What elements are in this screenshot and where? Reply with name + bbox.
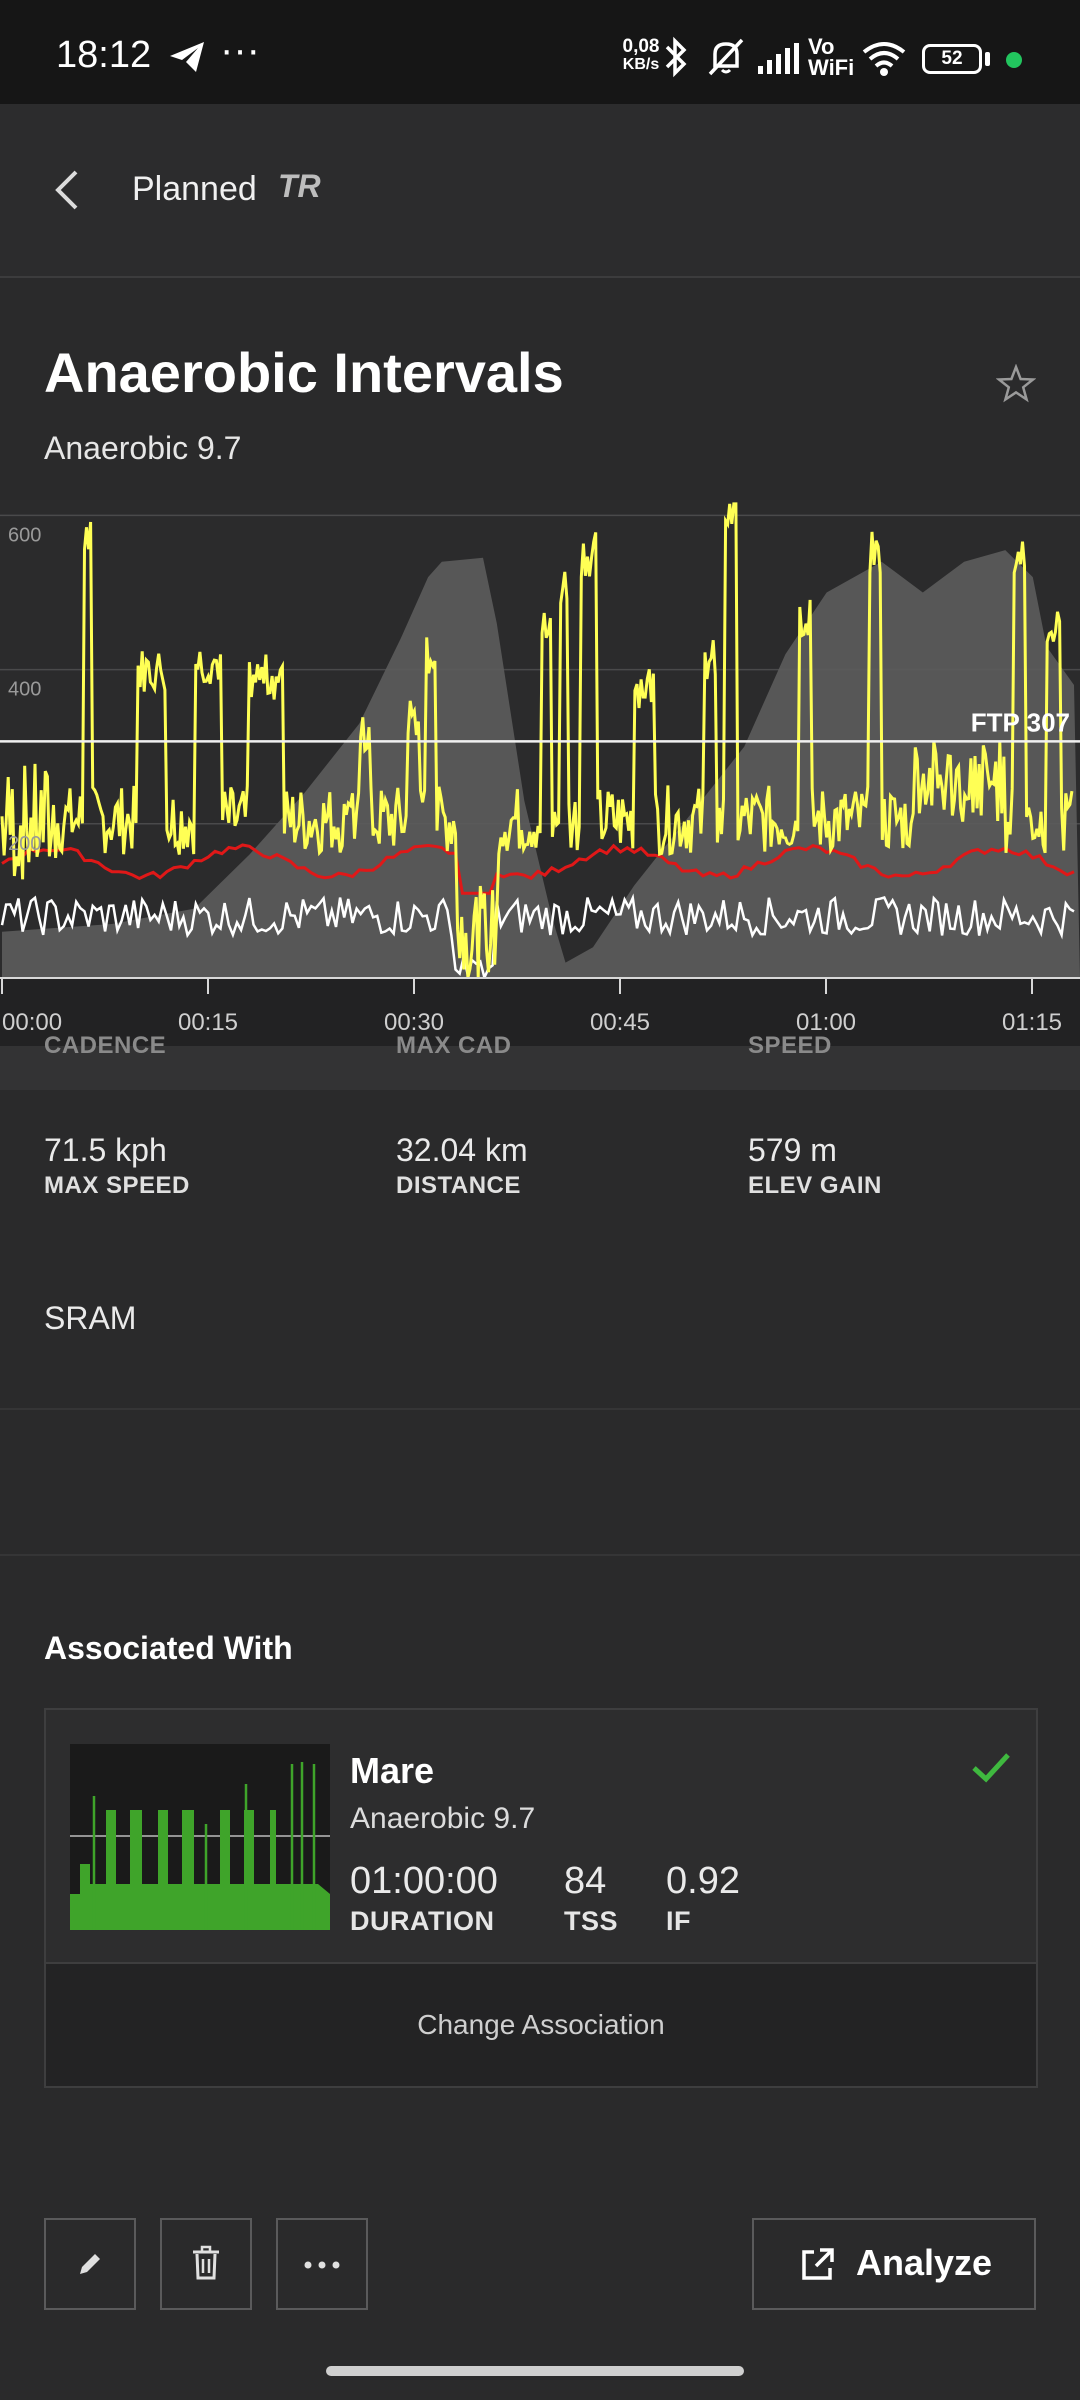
cadence-label: CADENCE — [44, 1032, 167, 1059]
bluetooth-icon — [665, 36, 687, 78]
page-title: Planned — [132, 170, 257, 208]
wifi-icon — [862, 42, 906, 76]
stats-cutoff-row: CADENCE MAX CAD SPEED — [0, 1032, 1080, 1090]
home-indicator[interactable] — [326, 2366, 744, 2376]
mute-bell-icon — [708, 38, 744, 76]
edit-button[interactable] — [44, 2218, 136, 2310]
duration-label: DURATION — [350, 1906, 495, 1936]
checkmark-icon — [972, 1753, 1010, 1783]
x-tick-label: 01:00 — [796, 1009, 856, 1036]
privacy-dot — [1006, 52, 1022, 68]
y-tick-label: 600 — [8, 524, 41, 546]
delete-button[interactable] — [160, 2218, 252, 2310]
battery-tip — [985, 52, 990, 66]
trash-icon — [193, 2245, 219, 2280]
more-icon — [304, 2261, 340, 2269]
heart-rate-line — [1, 843, 1075, 895]
tss-label: TSS — [564, 1906, 619, 1936]
y-tick-label: 400 — [8, 679, 41, 701]
max-speed-label: MAX SPEED — [44, 1172, 190, 1199]
max-speed-value: 71.5 kph — [44, 1132, 167, 1168]
battery-icon: 52 — [922, 44, 982, 74]
ftp-label: FTP 307 — [971, 707, 1070, 737]
app-header: Planned TR — [0, 104, 1080, 278]
speed-label: SPEED — [748, 1032, 832, 1059]
x-tick-label: 01:15 — [1002, 1009, 1062, 1036]
elev-gain-label: ELEV GAIN — [748, 1172, 882, 1199]
change-association-button[interactable]: Change Association — [46, 1962, 1036, 2086]
x-tick-label: 00:45 — [590, 1009, 650, 1036]
distance-value: 32.04 km — [396, 1132, 528, 1168]
status-bar: 18:12 ··· 0,08 KB/s Vo WiFi 52 — [0, 0, 1080, 104]
power-line — [0, 502, 1074, 979]
telegram-icon — [170, 42, 204, 72]
network-speed: 0,08 KB/s — [622, 36, 660, 73]
pencil-icon — [80, 2254, 100, 2274]
x-tick-label: 00:00 — [2, 1009, 62, 1036]
tss-value: 84 — [564, 1860, 607, 1902]
max-cadence-label: MAX CAD — [396, 1032, 512, 1059]
x-tick-label: 00:15 — [178, 1009, 238, 1036]
workout-subtitle: Anaerobic 9.7 — [44, 430, 242, 466]
workout-chart[interactable]: FTP 307 600 400 200 00:00 00:15 00:30 00:45 01… — [0, 500, 1080, 1046]
analyze-label: Analyze — [856, 2242, 993, 2283]
more-options-button[interactable] — [276, 2218, 368, 2310]
star-icon[interactable] — [996, 364, 1036, 404]
association-name: Mare — [350, 1750, 435, 1791]
change-association-label: Change Association — [417, 2009, 665, 2040]
y-tick-label: 200 — [8, 833, 41, 855]
clock: 18:12 — [56, 34, 152, 76]
if-label: IF — [666, 1906, 691, 1936]
back-arrow-icon[interactable] — [50, 166, 84, 214]
associated-with-heading: Associated With — [44, 1630, 293, 1666]
divider — [0, 1554, 1080, 1556]
vowifi-indicator: Vo WiFi — [808, 34, 855, 80]
distance-label: DISTANCE — [396, 1172, 521, 1199]
elev-gain-value: 579 m — [748, 1132, 837, 1168]
x-tick-label: 00:30 — [384, 1009, 444, 1036]
signal-icon — [758, 43, 799, 74]
equipment-label: SRAM — [44, 1300, 137, 1336]
associated-workout-card[interactable]: Mare Anaerobic 9.7 01:00:00 DURATION 84 … — [44, 1708, 1038, 2088]
x-axis-band — [0, 978, 1080, 1046]
divider — [0, 1408, 1080, 1410]
external-link-icon — [802, 2248, 834, 2280]
workout-title: Anaerobic Intervals — [44, 341, 564, 404]
association-subtitle: Anaerobic 9.7 — [350, 1802, 536, 1835]
trainerroad-badge: TR — [278, 168, 321, 204]
cadence-line — [0, 893, 1075, 982]
workout-thumbnail — [70, 1744, 330, 1930]
analyze-button[interactable]: Analyze — [752, 2218, 1036, 2310]
battery-level: 52 — [941, 48, 963, 69]
duration-value: 01:00:00 — [350, 1860, 498, 1902]
if-value: 0.92 — [666, 1860, 740, 1902]
more-notifications-icon: ··· — [220, 28, 260, 72]
